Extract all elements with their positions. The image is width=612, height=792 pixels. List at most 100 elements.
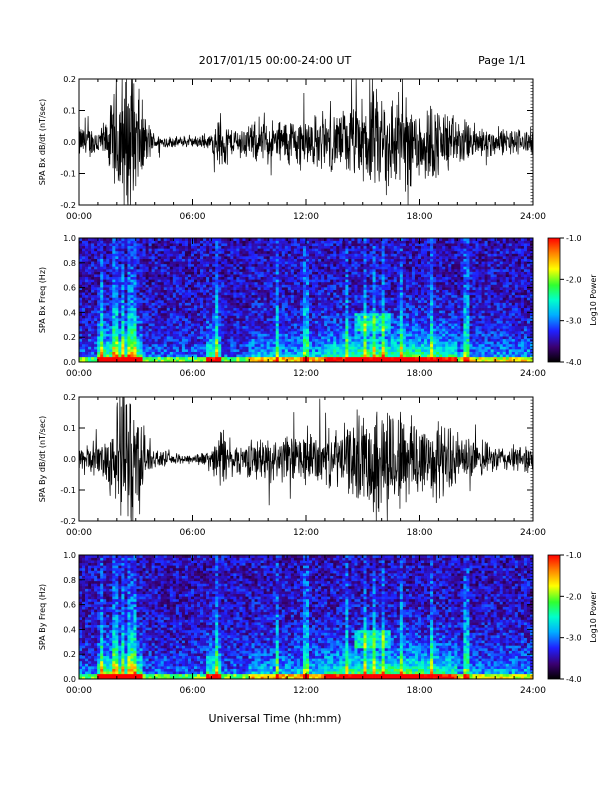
heatmap-cell bbox=[306, 310, 310, 314]
heatmap-cell bbox=[79, 305, 83, 309]
heatmap-cell bbox=[266, 243, 270, 247]
heatmap-cell bbox=[378, 253, 382, 257]
heatmap-cell bbox=[378, 248, 382, 252]
heatmap-cell bbox=[284, 323, 289, 327]
heatmap-cell bbox=[157, 253, 162, 257]
heatmap-cell bbox=[154, 331, 158, 334]
heatmap-cell bbox=[136, 331, 140, 334]
heatmap-cell bbox=[85, 356, 89, 360]
heatmap-cell bbox=[218, 307, 222, 311]
heatmap-cell bbox=[318, 284, 322, 288]
heatmap-cell bbox=[163, 256, 168, 259]
heatmap-cell bbox=[239, 238, 243, 241]
heatmap-cell bbox=[154, 341, 158, 345]
heatmap-cell bbox=[206, 245, 210, 249]
heatmap-cell bbox=[79, 248, 83, 252]
heatmap-cell bbox=[293, 281, 298, 285]
heatmap-cell bbox=[148, 356, 152, 360]
heatmap-cell bbox=[299, 297, 304, 301]
heatmap-cell bbox=[100, 250, 104, 254]
heatmap-cell bbox=[263, 349, 267, 352]
heatmap-cell bbox=[345, 300, 349, 303]
heatmap-cell bbox=[184, 281, 189, 285]
heatmap-cell bbox=[187, 276, 192, 280]
heatmap-cell bbox=[175, 243, 180, 247]
heatmap-cell bbox=[230, 312, 234, 316]
heatmap-cell bbox=[106, 338, 110, 342]
heatmap-cell bbox=[266, 328, 270, 332]
heatmap-cell bbox=[136, 271, 140, 275]
heatmap-cell bbox=[296, 333, 301, 337]
heatmap-cell bbox=[248, 276, 252, 280]
heatmap-cell bbox=[181, 281, 186, 285]
heatmap-cell bbox=[109, 250, 113, 254]
heatmap-cell bbox=[212, 279, 216, 283]
heatmap-cell bbox=[339, 351, 343, 355]
heatmap-cell bbox=[312, 307, 316, 311]
heatmap-cell bbox=[266, 274, 270, 278]
heatmap-cell bbox=[221, 289, 225, 293]
heatmap-cell bbox=[142, 346, 146, 350]
heatmap-cell bbox=[118, 256, 122, 259]
heatmap-cell bbox=[212, 250, 216, 254]
heatmap-cell bbox=[263, 276, 267, 280]
heatmap-cell bbox=[230, 279, 234, 283]
heatmap-cell bbox=[372, 281, 376, 285]
heatmap-cell bbox=[233, 346, 237, 350]
heatmap-cell bbox=[203, 292, 207, 296]
heatmap-cell bbox=[299, 261, 304, 265]
heatmap-cell bbox=[318, 307, 322, 311]
heatmap-cell bbox=[197, 253, 201, 257]
heatmap-cell bbox=[336, 331, 340, 334]
heatmap-cell bbox=[330, 328, 334, 332]
heatmap-cell bbox=[190, 341, 195, 345]
heatmap-cell bbox=[169, 276, 174, 280]
heatmap-cell bbox=[242, 333, 246, 337]
heatmap-cell bbox=[172, 346, 177, 350]
heatmap-cell bbox=[375, 281, 379, 285]
heatmap-cell bbox=[121, 292, 125, 296]
heatmap-cell bbox=[245, 356, 249, 360]
heatmap-cell bbox=[336, 354, 340, 358]
heatmap-cell bbox=[281, 248, 286, 252]
heatmap-cell bbox=[178, 305, 183, 309]
heatmap-cell bbox=[109, 320, 113, 324]
heatmap-cell bbox=[299, 271, 304, 275]
heatmap-cell bbox=[100, 307, 104, 311]
heatmap-cell bbox=[318, 253, 322, 257]
heatmap-cell bbox=[236, 331, 240, 334]
heatmap-cell bbox=[209, 294, 213, 298]
heatmap-cell bbox=[178, 325, 183, 329]
heatmap-cell bbox=[181, 245, 186, 249]
heatmap-cell bbox=[360, 346, 364, 350]
heatmap-cell bbox=[112, 328, 116, 332]
heatmap-cell bbox=[366, 238, 370, 241]
heatmap-cell bbox=[345, 289, 349, 293]
heatmap-cell bbox=[127, 318, 131, 321]
heatmap-cell bbox=[209, 328, 213, 332]
heatmap-cell bbox=[100, 325, 104, 329]
heatmap-cell bbox=[175, 281, 180, 285]
heatmap-cell bbox=[175, 323, 180, 327]
heatmap-cell bbox=[239, 271, 243, 275]
heatmap-cell bbox=[284, 253, 289, 257]
heatmap-cell bbox=[127, 349, 131, 352]
heatmap-cell bbox=[206, 297, 210, 301]
heatmap-cell bbox=[318, 289, 322, 293]
heatmap-cell bbox=[200, 258, 204, 262]
heatmap-cell bbox=[236, 281, 240, 285]
heatmap-cell bbox=[197, 333, 201, 337]
heatmap-cell bbox=[85, 354, 89, 358]
heatmap-cell bbox=[309, 325, 313, 329]
heatmap-cell bbox=[233, 263, 237, 267]
heatmap-cell bbox=[91, 336, 95, 340]
heatmap-cell bbox=[299, 318, 304, 321]
heatmap-cell bbox=[287, 307, 292, 311]
heatmap-cell bbox=[312, 349, 316, 352]
heatmap-cell bbox=[378, 297, 382, 301]
heatmap-cell bbox=[384, 351, 389, 355]
heatmap-cell bbox=[357, 243, 361, 247]
heatmap-cell bbox=[97, 253, 101, 257]
heatmap-cell bbox=[145, 250, 149, 254]
heatmap-cell bbox=[100, 302, 104, 306]
